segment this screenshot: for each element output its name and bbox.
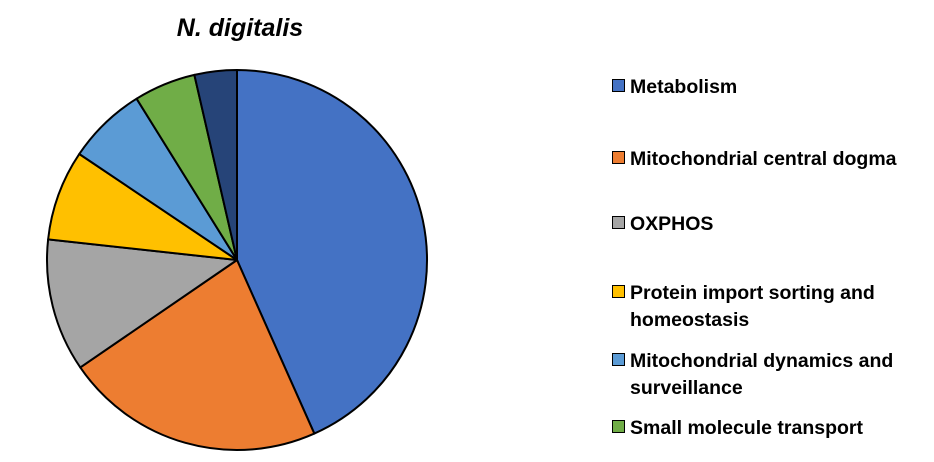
- legend-swatch: [612, 353, 625, 366]
- pie-chart: [46, 69, 428, 452]
- legend-swatch: [612, 151, 625, 164]
- legend-swatch: [612, 420, 625, 433]
- legend-swatch: [612, 285, 625, 298]
- legend-item: Mitochondrial dynamics and surveillance: [612, 348, 930, 402]
- legend-label: OXPHOS: [630, 213, 714, 235]
- legend-label: Mitochondrial dynamics and surveillance: [630, 350, 894, 399]
- legend-item: Protein import sorting and homeostasis: [612, 280, 930, 334]
- legend-item: Mitochondrial central dogma: [612, 146, 930, 173]
- legend-label: Protein import sorting and homeostasis: [630, 282, 875, 331]
- legend-swatch: [612, 216, 625, 229]
- legend-item: Small molecule transport: [612, 415, 930, 442]
- pie-slice-metabolism: [236, 69, 428, 435]
- legend-label: Small molecule transport: [630, 417, 863, 439]
- pie-slice-unlabeled: [193, 69, 238, 261]
- legend-item: OXPHOS: [612, 211, 930, 238]
- pie-slice-oxphos: [46, 238, 238, 369]
- legend-label: Mitochondrial central dogma: [630, 148, 897, 170]
- legend-label: Metabolism: [630, 76, 738, 98]
- legend-swatch: [612, 79, 625, 92]
- chart-title: N. digitalis: [176, 14, 304, 42]
- legend-item: Metabolism: [612, 74, 930, 101]
- pie-slice-mitochondrial-central-dogma: [79, 259, 316, 452]
